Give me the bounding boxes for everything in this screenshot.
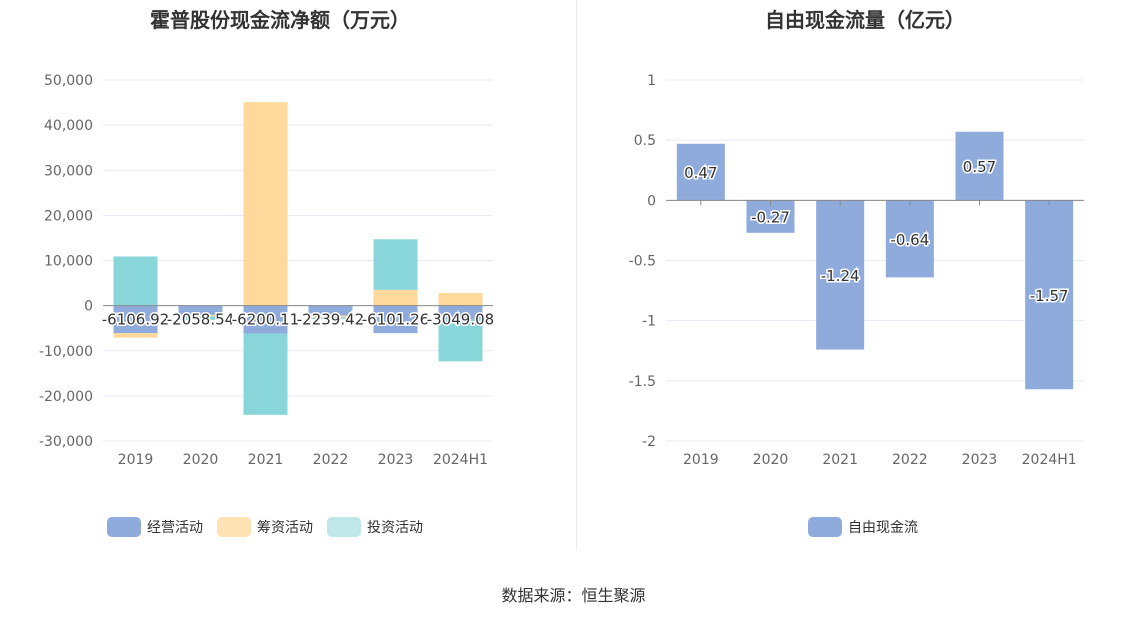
legend-label-free-cash-flow: 自由现金流 <box>848 520 918 536</box>
bar-investing <box>308 317 353 319</box>
legend-item-investing[interactable]: 投资活动 <box>327 517 423 537</box>
y-tick-label: 0 <box>84 299 93 315</box>
y-tick-label: -1.5 <box>629 374 656 390</box>
legend-label-financing: 筹资活动 <box>257 520 313 536</box>
data-label: -6106.92 <box>102 311 169 329</box>
bar-free-cash-flow <box>676 143 725 201</box>
data-label: -2239.42 <box>297 311 364 329</box>
x-tick-label: 2022 <box>892 452 928 468</box>
x-tick-label: 2021 <box>248 452 284 468</box>
y-tick-label: 0.5 <box>634 133 656 149</box>
x-tick-label: 2020 <box>183 452 219 468</box>
bar-financing <box>438 292 483 306</box>
bar-operating <box>308 305 353 316</box>
bar-free-cash-flow <box>885 200 934 278</box>
y-tick-label: -30,000 <box>39 434 93 450</box>
y-tick-label: 1 <box>647 73 656 89</box>
data-label: -1.24 <box>821 267 860 285</box>
data-label: -6200.11 <box>232 311 299 329</box>
x-tick-label: 2023 <box>378 452 414 468</box>
bar-financing <box>308 315 353 318</box>
x-tick-label: 2023 <box>962 452 998 468</box>
left-legend: 经营活动 筹资活动 投资活动 <box>107 517 437 537</box>
y-tick-label: 20,000 <box>44 208 93 224</box>
bar-financing <box>113 333 158 338</box>
y-tick-label: -10,000 <box>39 344 93 360</box>
x-tick-label: 2022 <box>313 452 349 468</box>
bar-free-cash-flow <box>955 131 1004 201</box>
data-label: 0.47 <box>684 164 717 182</box>
y-tick-label: -0.5 <box>629 254 656 270</box>
legend-swatch-financing <box>217 517 251 537</box>
legend-label-investing: 投资活动 <box>367 520 423 536</box>
bar-free-cash-flow <box>1025 200 1074 390</box>
data-label: -1.57 <box>1030 287 1069 305</box>
legend-swatch-free-cash-flow <box>808 517 842 537</box>
y-tick-label: 40,000 <box>44 118 93 134</box>
panel-divider <box>576 0 577 550</box>
data-label: -0.27 <box>751 209 790 227</box>
x-tick-label: 2019 <box>118 452 154 468</box>
x-tick-label: 2024H1 <box>1022 452 1077 468</box>
bar-investing <box>178 316 223 320</box>
bar-free-cash-flow <box>816 200 865 350</box>
data-label: -2058.54 <box>167 311 234 329</box>
bar-operating <box>178 305 223 315</box>
data-label: -6101.26 <box>362 311 429 329</box>
bar-operating <box>438 305 483 320</box>
bar-operating <box>113 305 158 334</box>
y-tick-label: 0 <box>647 193 656 209</box>
x-tick-label: 2024H1 <box>433 452 488 468</box>
bar-financing <box>178 314 223 317</box>
legend-swatch-investing <box>327 517 361 537</box>
legend-swatch-operating <box>107 517 141 537</box>
bar-investing <box>113 256 158 306</box>
x-tick-label: 2020 <box>753 452 789 468</box>
data-source-note: 数据来源：恒生聚源 <box>501 586 646 605</box>
bar-operating <box>243 305 288 334</box>
bar-financing <box>373 289 418 306</box>
right-chart-title: 自由现金流量（亿元） <box>765 8 965 32</box>
data-label: -0.64 <box>890 231 929 249</box>
left-chart-title: 霍普股份现金流净额（万元） <box>150 8 410 32</box>
legend-item-free-cash-flow[interactable]: 自由现金流 <box>808 517 918 537</box>
legend-item-operating[interactable]: 经营活动 <box>107 517 203 537</box>
y-tick-label: -2 <box>642 434 656 450</box>
legend-label-operating: 经营活动 <box>147 520 203 536</box>
y-tick-label: 30,000 <box>44 163 93 179</box>
y-tick-label: -20,000 <box>39 389 93 405</box>
bar-financing <box>243 102 288 306</box>
data-label: -3049.08 <box>427 311 494 329</box>
bar-investing <box>438 319 483 362</box>
x-tick-label: 2019 <box>683 452 719 468</box>
bar-free-cash-flow <box>746 200 795 233</box>
y-tick-label: -1 <box>642 314 656 330</box>
right-legend: 自由现金流 <box>808 517 932 537</box>
x-tick-label: 2021 <box>822 452 858 468</box>
bar-investing <box>243 333 288 415</box>
y-tick-label: 10,000 <box>44 254 93 270</box>
bar-investing <box>373 239 418 290</box>
bar-operating <box>373 305 418 334</box>
data-label: 0.57 <box>963 158 996 176</box>
y-tick-label: 50,000 <box>44 73 93 89</box>
legend-item-financing[interactable]: 筹资活动 <box>217 517 313 537</box>
